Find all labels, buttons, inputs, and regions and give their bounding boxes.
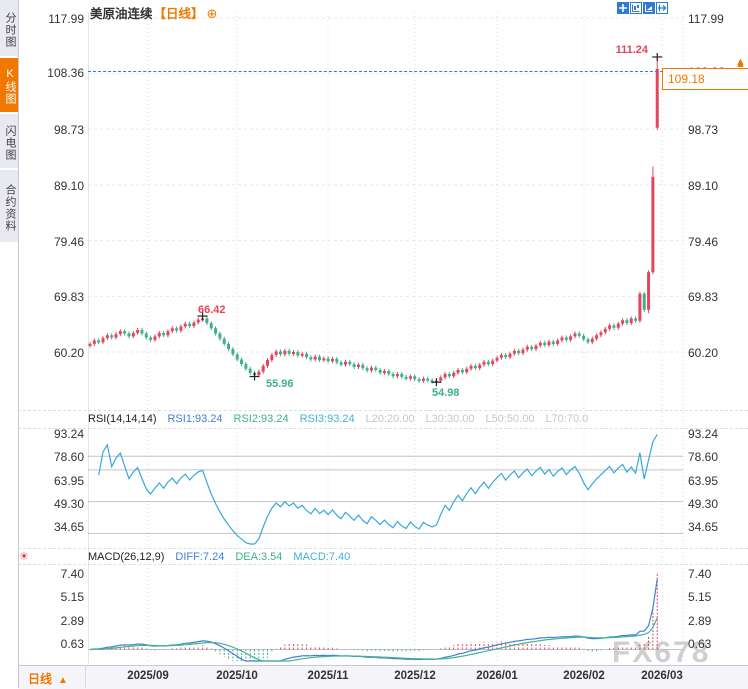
y-tick: 98.73 (688, 123, 719, 137)
y-tick: 117.99 (48, 12, 84, 26)
macd-dea-value: DEA:3.54 (235, 551, 283, 563)
period-label: 日线 (28, 672, 53, 686)
pan-right-icon[interactable] (656, 2, 668, 14)
sidebar-tab-lightning[interactable]: 闪电图 (0, 114, 18, 168)
macd-tick: 0.63 (60, 637, 84, 651)
y-tick: 89.10 (688, 179, 719, 193)
rsi3-value: RSI3:93.24 (299, 413, 355, 425)
y-tick: 79.46 (53, 235, 84, 249)
x-tick: 2025/12 (394, 670, 436, 682)
rsi-tick: 63.95 (688, 474, 719, 488)
y-tick: 69.83 (688, 290, 719, 304)
period-arrow-icon: ▲ (58, 675, 68, 686)
candle-chart-icon[interactable] (630, 2, 642, 14)
high-price-label: 111.24 (615, 44, 648, 56)
x-tick: 2025/09 (127, 670, 169, 682)
macd-tick: 7.40 (688, 567, 712, 581)
rsi-tick: 34.65 (53, 520, 84, 534)
rsi-header[interactable]: RSI(14,14,14) RSI1:93.24 RSI2:93.24 RSI3… (88, 413, 588, 425)
x-tick: 2025/10 (216, 670, 258, 682)
rsi-l70: L70:70.0 (545, 413, 589, 425)
y-tick: 60.20 (688, 346, 719, 360)
divider (18, 410, 748, 411)
rsi-l50: L50:50.00 (485, 413, 535, 425)
y-tick: 60.20 (53, 346, 84, 360)
y-tick: 108.36 (47, 66, 84, 80)
rsi2-value: RSI2:93.24 (233, 413, 289, 425)
macd-header[interactable]: MACD(26,12,9) DIFF:7.24 DEA:3.54 MACD:7.… (88, 551, 350, 563)
y-tick: 79.46 (688, 235, 719, 249)
divider (18, 564, 748, 565)
rsi-tick: 78.60 (688, 450, 719, 464)
symbol-name: 美原油连续 (90, 7, 153, 21)
chart-title-row: 美原油连续【日线】 ⊕ (90, 3, 217, 22)
rsi-tick: 63.95 (53, 474, 84, 488)
y-tick: 98.73 (53, 123, 84, 137)
macd-name: MACD(26,12,9) (88, 551, 165, 563)
rsi-tick: 93.24 (688, 427, 719, 441)
macd-tick: 5.15 (60, 590, 84, 604)
period-selector[interactable]: 日线 ▲ (28, 670, 68, 687)
x-axis-separator (85, 665, 86, 688)
current-price-line (88, 71, 663, 72)
price-up-arrow-icon: ▲ (735, 56, 746, 68)
chart-toolbar (617, 2, 668, 14)
macd-tick: 2.89 (688, 614, 712, 628)
rsi1-value: RSI1:93.24 (167, 413, 223, 425)
x-tick: 2026/01 (476, 670, 518, 682)
x-tick: 2026/03 (641, 670, 683, 682)
y-tick: 69.83 (53, 290, 84, 304)
x-tick: 2025/11 (307, 670, 349, 682)
period-tag: 【日线】 (153, 7, 204, 21)
rsi-l20: L20:20.00 (365, 413, 415, 425)
macd-tick: 0.63 (688, 637, 712, 651)
divider (18, 548, 748, 549)
y-tick: 89.10 (53, 179, 84, 193)
divider (18, 428, 748, 429)
sidebar-tab-kline[interactable]: K线图 (0, 58, 18, 112)
hot-indicator-icon[interactable]: ☀ (19, 551, 29, 563)
sidebar-tab-contract-info[interactable]: 合约资料 (0, 170, 18, 242)
sidebar-tab-timeshare[interactable]: 分时图 (0, 0, 18, 56)
rsi-tick: 78.60 (53, 450, 84, 464)
macd-tick: 7.40 (60, 567, 84, 581)
rsi-tick: 34.65 (688, 520, 719, 534)
crosshair-icon[interactable] (617, 2, 629, 14)
peak-price-label: 66.42 (198, 304, 226, 316)
rsi-tick: 93.24 (53, 427, 84, 441)
rsi-tick: 49.30 (53, 497, 84, 511)
rsi-l30: L30:30.00 (425, 413, 475, 425)
y-tick: 117.99 (688, 12, 724, 26)
watermark-fx678: FX678 (612, 636, 711, 669)
x-tick: 2026/02 (563, 670, 605, 682)
rsi-name: RSI(14,14,14) (88, 413, 157, 425)
sidebar: 分时图 K线图 闪电图 合约资料 (0, 0, 19, 688)
x-axis-bar (18, 665, 748, 689)
plot-border (88, 12, 89, 664)
macd-value: MACD:7.40 (293, 551, 351, 563)
low2-price-label: 54.98 (432, 387, 460, 399)
macd-tick: 2.89 (60, 614, 84, 628)
line-chart-icon[interactable] (643, 2, 655, 14)
current-price-box: 109.18 (662, 68, 748, 90)
low1-price-label: 55.96 (266, 378, 294, 390)
add-indicator-icon[interactable]: ⊕ (206, 6, 218, 21)
macd-diff-value: DIFF:7.24 (175, 551, 225, 563)
rsi-tick: 49.30 (688, 497, 719, 511)
macd-tick: 5.15 (688, 590, 712, 604)
